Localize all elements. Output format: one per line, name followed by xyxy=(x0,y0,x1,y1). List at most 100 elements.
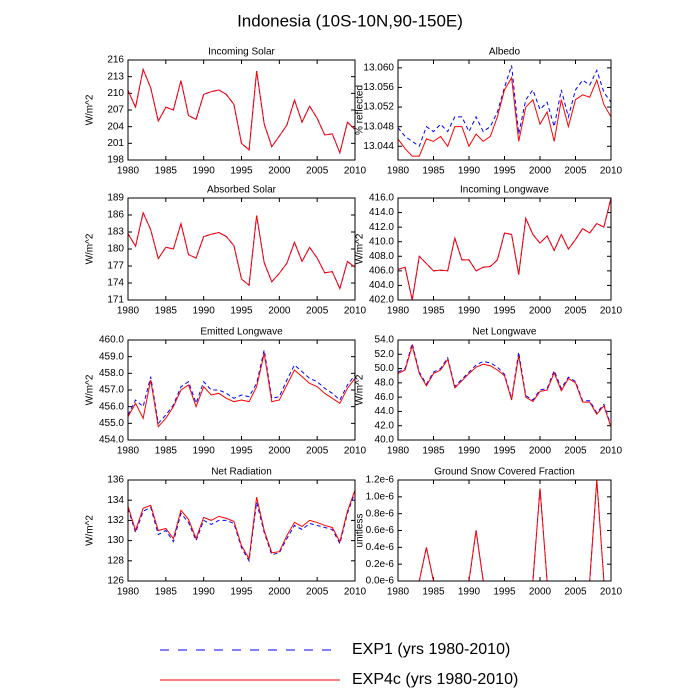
series-line xyxy=(127,353,356,428)
y-axis-label: W/m^2 xyxy=(355,374,366,405)
y-tick-label: 130 xyxy=(107,535,124,546)
x-tick-label: 2010 xyxy=(344,166,367,177)
y-tick-label: 0.6e-6 xyxy=(366,525,395,536)
y-tick-label: 180 xyxy=(107,244,124,255)
y-tick-label: 198 xyxy=(107,155,124,166)
y-axis-label: unitless xyxy=(355,514,366,548)
x-tick-label: 1985 xyxy=(422,587,445,598)
series-line xyxy=(127,67,356,155)
x-tick-label: 2000 xyxy=(529,446,552,457)
y-tick-label: 42.0 xyxy=(375,420,395,431)
x-tick-label: 1980 xyxy=(387,446,410,457)
x-tick-label: 1990 xyxy=(458,446,481,457)
x-tick-label: 1980 xyxy=(117,587,140,598)
y-tick-label: 44.0 xyxy=(375,406,395,417)
legend-label: EXP1 (yrs 1980-2010) xyxy=(352,641,510,658)
y-axis-label: W/m^2 xyxy=(85,515,96,546)
figure-title: Indonesia (10S-10N,90-150E) xyxy=(237,11,463,30)
y-tick-label: 406.0 xyxy=(369,265,394,276)
y-axis-label: W/m^2 xyxy=(355,233,366,264)
x-tick-label: 1990 xyxy=(458,306,481,317)
x-tick-label: 2005 xyxy=(306,446,329,457)
y-tick-label: 207 xyxy=(107,105,124,116)
series-line xyxy=(398,479,611,582)
y-tick-label: 128 xyxy=(107,555,124,566)
plot-frame xyxy=(397,59,612,161)
y-tick-label: 402.0 xyxy=(369,295,394,306)
y-tick-label: 134 xyxy=(107,495,124,506)
x-tick-label: 1980 xyxy=(387,166,410,177)
y-tick-label: 455.0 xyxy=(99,418,124,429)
y-tick-label: 174 xyxy=(107,278,124,289)
y-tick-label: 13.044 xyxy=(363,141,394,152)
y-tick-label: 13.052 xyxy=(363,102,394,113)
y-tick-label: 456.0 xyxy=(99,401,124,412)
y-tick-label: 1.0e-6 xyxy=(366,491,395,502)
x-tick-label: 2005 xyxy=(564,306,587,317)
y-tick-label: 189 xyxy=(107,193,124,204)
y-tick-label: 1.2e-6 xyxy=(366,475,395,486)
x-tick-label: 2010 xyxy=(600,166,623,177)
y-tick-label: 458.0 xyxy=(99,368,124,379)
plot-frame xyxy=(127,59,356,161)
y-tick-label: 183 xyxy=(107,227,124,238)
y-tick-label: 40.0 xyxy=(375,435,395,446)
y-tick-label: 204 xyxy=(107,121,124,132)
x-tick-label: 1995 xyxy=(493,446,516,457)
series-line xyxy=(397,341,612,426)
x-tick-label: 1995 xyxy=(493,306,516,317)
x-tick-label: 2005 xyxy=(306,306,329,317)
x-tick-label: 1990 xyxy=(458,166,481,177)
x-tick-label: 2000 xyxy=(268,587,291,598)
panel-title: Emitted Longwave xyxy=(200,327,283,338)
x-tick-label: 2000 xyxy=(268,446,291,457)
y-tick-label: 460.0 xyxy=(99,335,124,346)
y-tick-label: 136 xyxy=(107,475,124,486)
y-tick-label: 132 xyxy=(107,515,124,526)
y-axis-label: % reflected xyxy=(355,85,366,135)
x-tick-label: 1985 xyxy=(155,166,178,177)
series-line xyxy=(397,197,612,301)
x-tick-label: 1980 xyxy=(117,446,140,457)
y-tick-label: 46.0 xyxy=(375,392,395,403)
x-tick-label: 1985 xyxy=(422,166,445,177)
panel-title: Albedo xyxy=(489,47,521,58)
plot-frame xyxy=(127,479,356,582)
x-tick-label: 1995 xyxy=(230,587,253,598)
y-tick-label: 216 xyxy=(107,55,124,66)
panel-title: Ground Snow Covered Fraction xyxy=(434,467,575,478)
y-tick-label: 126 xyxy=(107,576,124,587)
y-tick-label: 50.0 xyxy=(375,363,395,374)
series-line xyxy=(127,67,356,155)
y-axis-label: W/m^2 xyxy=(85,94,96,125)
legend-label: EXP4c (yrs 1980-2010) xyxy=(352,671,518,688)
y-tick-label: 177 xyxy=(107,261,124,272)
y-axis-label: W/m^2 xyxy=(85,233,96,264)
x-tick-label: 1990 xyxy=(193,306,216,317)
x-tick-label: 1995 xyxy=(230,446,253,457)
y-tick-label: 48.0 xyxy=(375,377,395,388)
x-tick-label: 2005 xyxy=(306,587,329,598)
y-tick-label: 454.0 xyxy=(99,435,124,446)
y-tick-label: 0.2e-6 xyxy=(366,559,395,570)
x-tick-label: 2010 xyxy=(344,587,367,598)
x-tick-label: 2010 xyxy=(344,306,367,317)
x-tick-label: 2010 xyxy=(600,587,623,598)
x-tick-label: 1995 xyxy=(230,306,253,317)
y-tick-label: 0.0e-6 xyxy=(366,576,395,587)
x-tick-label: 2005 xyxy=(564,587,587,598)
x-tick-label: 1995 xyxy=(493,166,516,177)
plot-frame xyxy=(397,479,612,582)
y-tick-label: 416.0 xyxy=(369,193,394,204)
x-tick-label: 2010 xyxy=(600,306,623,317)
y-tick-label: 186 xyxy=(107,210,124,221)
x-tick-label: 1980 xyxy=(387,306,410,317)
y-tick-label: 0.4e-6 xyxy=(366,542,395,553)
x-tick-label: 2000 xyxy=(529,306,552,317)
y-tick-label: 210 xyxy=(107,88,124,99)
series-line xyxy=(127,491,356,563)
y-tick-label: 213 xyxy=(107,71,124,82)
series-line xyxy=(397,76,612,157)
y-tick-label: 13.048 xyxy=(363,121,394,132)
x-tick-label: 1985 xyxy=(422,306,445,317)
